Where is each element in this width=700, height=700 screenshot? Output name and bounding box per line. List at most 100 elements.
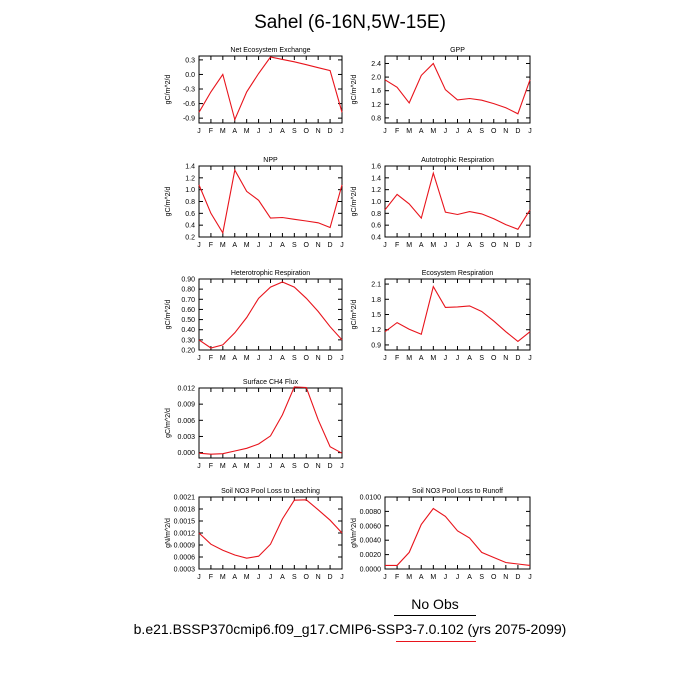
y-tick-label: 2.1 [371,282,381,289]
panel-frame [198,496,343,570]
x-tick-label: M [406,242,412,249]
x-tick-label: O [491,128,497,135]
y-tick-label: 0.0003 [174,567,196,574]
panel-title: NPP [263,157,278,164]
x-tick-label: S [479,355,484,362]
x-tick-label: F [209,355,213,362]
x-tick-label: D [328,463,333,470]
y-tick-label: 0.4 [185,223,195,230]
panel-frame [384,496,531,570]
x-tick-label: D [515,355,520,362]
x-tick-label: J [456,242,460,249]
x-tick-label: M [244,128,250,135]
panel-title: Soil NO3 Pool Loss to Runoff [412,488,503,495]
y-axis-label: gN/m^2/d [351,518,358,548]
x-tick-label: M [244,355,250,362]
x-tick-label: D [328,574,333,581]
panel-title: Surface CH4 Flux [243,379,299,386]
x-tick-label: M [430,242,436,249]
x-tick-label: A [280,463,285,470]
series-line [198,168,343,235]
x-tick-label: M [430,128,436,135]
x-tick-label: J [269,574,273,581]
x-tick-label: A [232,242,237,249]
x-tick-label: M [430,355,436,362]
y-tick-label: 0.20 [181,348,195,355]
y-tick-label: 0.0012 [174,531,196,538]
x-tick-label: J [257,574,261,581]
series-line [198,281,343,349]
x-tick-label: A [232,463,237,470]
x-tick-label: M [406,355,412,362]
x-tick-label: J [257,128,261,135]
no-obs-label: No Obs [411,596,459,612]
panel-title: GPP [450,47,465,54]
x-tick-label: J [456,574,460,581]
y-tick-label: 0.90 [181,277,195,284]
x-tick-label: A [280,355,285,362]
y-tick-label: 0.60 [181,307,195,314]
case-label: b.e21.BSSP370cmip6.f09_g17.CMIP6-SSP3-7.… [133,621,567,637]
x-tick-label: J [197,128,201,135]
y-axis-label: gC/m^2/d [165,75,172,105]
x-tick-label: O [304,574,310,581]
y-tick-label: 1.5 [371,312,381,319]
y-tick-label: 0.012 [177,386,195,393]
x-tick-label: M [244,574,250,581]
y-tick-label: 0.30 [181,337,195,344]
x-tick-label: J [383,355,387,362]
series-line [198,56,343,122]
series-line [384,171,531,230]
panel-frame [384,278,531,351]
x-tick-label: O [304,242,310,249]
x-tick-label: M [244,242,250,249]
panel-9: Soil NO3 Pool Loss to Runoff 0.0100 0.0080… [351,488,532,581]
y-tick-label: 0.2 [185,235,195,242]
y-tick-label: 1.4 [185,164,195,171]
x-tick-label: N [316,128,321,135]
panel-5: Heterotrophic Respiration 0.90 0.80 0.70 0.6… [165,270,344,362]
y-tick-label: 1.4 [371,175,381,182]
x-tick-label: J [528,574,532,581]
y-tick-label: 0.6 [371,223,381,230]
y-axis-label: gC/m^2/d [351,75,358,105]
x-tick-label: J [257,355,261,362]
y-tick-label: 1.0 [185,187,195,194]
x-tick-label: F [395,242,399,249]
x-tick-label: F [395,128,399,135]
x-tick-label: D [328,242,333,249]
no-obs-underline [394,615,476,616]
case-underline [396,641,476,642]
y-tick-label: 0.0020 [360,552,382,559]
y-tick-label: 2.0 [371,75,381,82]
x-tick-label: A [419,355,424,362]
x-tick-label: J [197,355,201,362]
y-tick-label: 0.006 [177,418,195,425]
x-tick-label: A [467,574,472,581]
x-tick-label: J [257,463,261,470]
x-tick-label: O [304,128,310,135]
x-tick-label: N [503,355,508,362]
panel-4: Autotrophic Respiration 1.6 1.4 1.2 1.0 0.8 0.… [351,157,532,249]
series-line [384,62,531,115]
x-tick-label: M [220,128,226,135]
x-tick-label: A [280,128,285,135]
x-tick-label: F [209,242,213,249]
x-tick-label: M [406,574,412,581]
x-tick-label: J [340,463,344,470]
y-tick-label: -0.6 [183,101,195,108]
x-tick-label: N [503,242,508,249]
x-tick-label: A [419,574,424,581]
y-axis-label: gC/m^2/d [165,300,172,330]
y-tick-label: 1.2 [371,187,381,194]
y-tick-label: 1.0 [371,199,381,206]
panel-title: Net Ecosystem Exchange [230,47,310,54]
y-tick-label: 0.80 [181,287,195,294]
y-tick-label: 0.0000 [360,567,382,574]
y-tick-label: 0.0006 [174,555,196,562]
x-tick-label: A [419,128,424,135]
x-tick-label: N [316,355,321,362]
x-tick-label: J [444,128,448,135]
